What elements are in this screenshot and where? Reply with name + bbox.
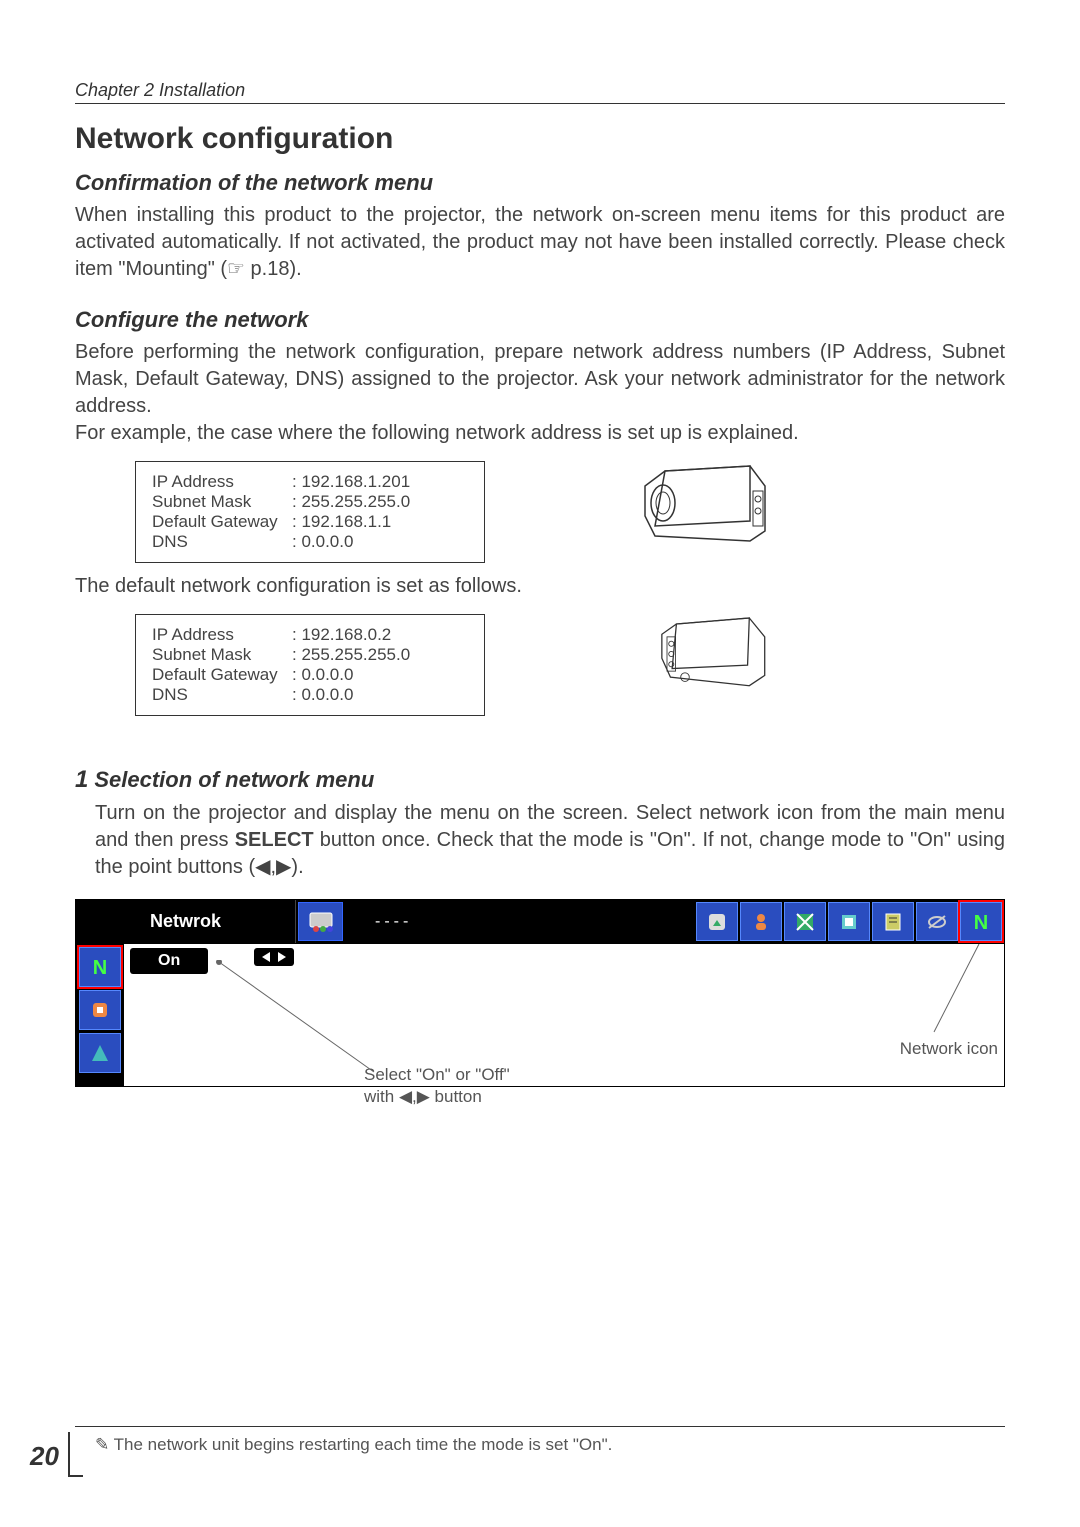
menu-left-icon-3 [79, 1033, 121, 1073]
menu-left-icon-2 [79, 990, 121, 1030]
svg-text:N: N [93, 957, 107, 979]
menu-tile-4 [828, 902, 870, 941]
config-row-1: IP Address: 192.168.1.201 Subnet Mask: 2… [75, 461, 1005, 563]
menu-dashes: ---- [345, 900, 694, 943]
projector-illustration-2 [655, 614, 775, 694]
step1-number: 1 [75, 766, 88, 793]
cfg1-ip-val: : 192.168.1.201 [292, 472, 410, 492]
menu-network-label: Netwrok [76, 900, 296, 943]
menu-tile-3 [784, 902, 826, 941]
cfg1-ip-label: IP Address [152, 472, 292, 492]
projector-illustration-1 [635, 461, 775, 551]
menu-tile-6 [916, 902, 958, 941]
menu-body: N On Network icon Select "On" or "Off" w… [75, 944, 1005, 1087]
menu-top-bar: Netwrok ---- N [75, 899, 1005, 944]
step1-heading: 1Selection of network menu [75, 766, 1005, 794]
cfg2-mask-label: Subnet Mask [152, 645, 292, 665]
subheading-configure: Configure the network [75, 307, 1005, 333]
menu-tile-2 [740, 902, 782, 941]
cfg1-gw-val: : 192.168.1.1 [292, 512, 391, 532]
cfg1-gw-label: Default Gateway [152, 512, 292, 532]
callout-onoff: Select "On" or "Off" with ◀,▶ button [364, 1064, 510, 1108]
card-icon [307, 911, 335, 933]
svg-text:N: N [974, 912, 988, 934]
menu-left-icon-n: N [79, 947, 121, 987]
subheading-confirmation: Confirmation of the network menu [75, 170, 1005, 196]
menu-tile-5 [872, 902, 914, 941]
page-corner-decoration [68, 1432, 70, 1477]
step1-body: Turn on the projector and display the me… [75, 800, 1005, 881]
config-box-1: IP Address: 192.168.1.201 Subnet Mask: 2… [135, 461, 485, 563]
callout-onoff-2: with ◀,▶ button [364, 1087, 482, 1106]
cfg2-dns-label: DNS [152, 685, 292, 705]
cfg2-mask-val: : 255.255.255.0 [292, 645, 410, 665]
section-configure: Configure the network Before performing … [75, 307, 1005, 716]
menu-icon-gap [298, 902, 343, 941]
config-row-2: IP Address: 192.168.0.2 Subnet Mask: 255… [75, 614, 1005, 716]
menu-icons-right: N [694, 900, 1004, 943]
callout-network-icon: Network icon [900, 1039, 998, 1059]
cfg2-gw-label: Default Gateway [152, 665, 292, 685]
cfg1-mask-val: : 255.255.255.0 [292, 492, 410, 512]
on-label: On [130, 948, 208, 974]
cfg2-ip-label: IP Address [152, 625, 292, 645]
step1-body-bold: SELECT [235, 829, 314, 851]
step1-title: Selection of network menu [94, 767, 374, 792]
body-configure-3: The default network configuration is set… [75, 573, 1005, 600]
config-box-2: IP Address: 192.168.0.2 Subnet Mask: 255… [135, 614, 485, 716]
cfg2-ip-val: : 192.168.0.2 [292, 625, 391, 645]
page-number: 20 [30, 1441, 59, 1472]
callout-line-network [824, 944, 1004, 1044]
cfg2-dns-val: : 0.0.0.0 [292, 685, 353, 705]
cfg1-mask-label: Subnet Mask [152, 492, 292, 512]
menu-tile-network: N [960, 902, 1002, 941]
footnote-divider [75, 1426, 1005, 1427]
cfg2-gw-val: : 0.0.0.0 [292, 665, 353, 685]
body-configure-2: For example, the case where the followin… [75, 420, 1005, 447]
footnote: ✎ The network unit begins restarting eac… [95, 1435, 612, 1455]
menu-screenshot: Netwrok ---- N N On [75, 899, 1005, 1089]
cfg1-dns-label: DNS [152, 532, 292, 552]
body-configure-1: Before performing the network configurat… [75, 339, 1005, 420]
callout-onoff-1: Select "On" or "Off" [364, 1065, 510, 1084]
menu-left-col: N [76, 944, 124, 1086]
menu-content-area: On Network icon Select "On" or "Off" wit… [124, 944, 1004, 1086]
body-confirmation: When installing this product to the proj… [75, 202, 1005, 283]
page-title: Network configuration [75, 122, 1005, 156]
chapter-header: Chapter 2 Installation [75, 80, 1005, 104]
section-confirmation: Confirmation of the network menu When in… [75, 170, 1005, 283]
cfg1-dns-val: : 0.0.0.0 [292, 532, 353, 552]
menu-tile-1 [696, 902, 738, 941]
